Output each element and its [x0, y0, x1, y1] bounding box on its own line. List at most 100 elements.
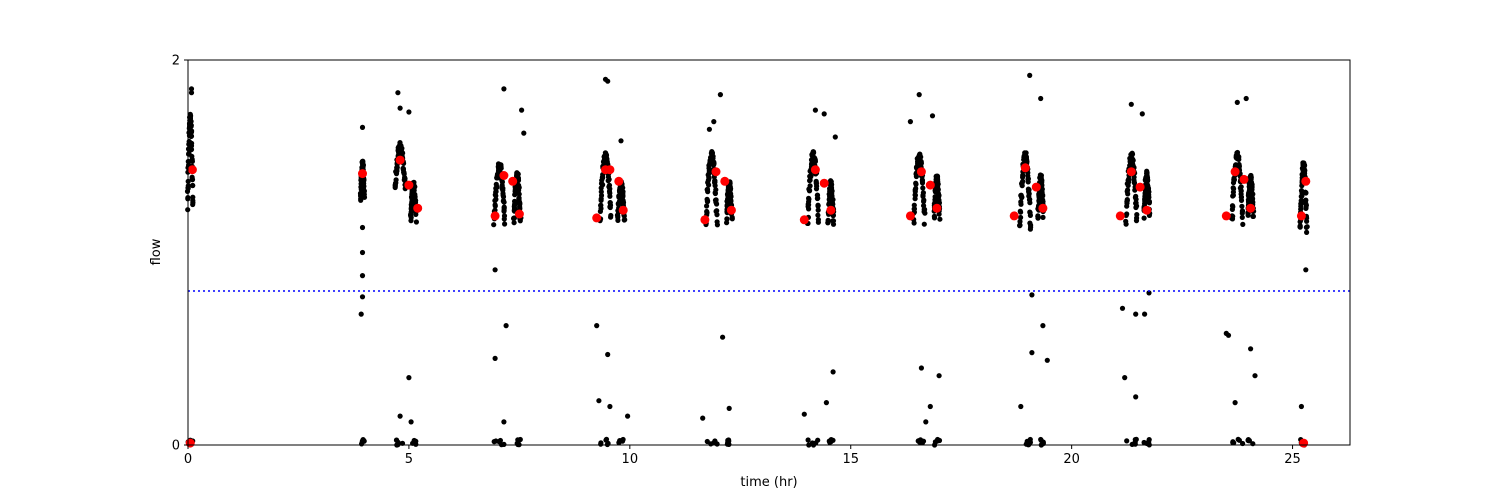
- sample-point: [190, 201, 196, 208]
- sample-point: [830, 201, 836, 207]
- sample-point: [500, 185, 506, 191]
- sample-point: [808, 173, 814, 179]
- sample-point: [361, 183, 367, 189]
- sample-point: [830, 221, 837, 227]
- outlier-point: [1044, 357, 1050, 363]
- sample-point: [729, 216, 735, 222]
- mean-point: [1221, 211, 1231, 221]
- outlier-point: [519, 107, 525, 113]
- sample-point: [1250, 213, 1256, 219]
- outlier-point: [936, 373, 942, 379]
- sample-point: [830, 197, 836, 203]
- sample-point: [1125, 191, 1131, 197]
- zero-point: [1024, 438, 1030, 444]
- x-tick-label: 10: [622, 452, 639, 467]
- sample-point: [921, 198, 927, 205]
- sample-point: [1303, 205, 1309, 211]
- sample-point: [412, 184, 418, 190]
- outlier-point: [188, 90, 195, 96]
- zero-point: [919, 440, 926, 446]
- sample-point: [1040, 197, 1046, 203]
- sample-point: [714, 222, 721, 228]
- sample-point: [1238, 184, 1244, 190]
- sample-point: [1025, 179, 1031, 185]
- sample-point: [188, 143, 195, 149]
- sample-point: [1250, 191, 1256, 197]
- sample-point: [1297, 223, 1303, 229]
- zero-point: [491, 439, 497, 445]
- outlier-point: [594, 323, 600, 329]
- sample-point: [728, 186, 734, 192]
- outlier-point: [832, 134, 838, 140]
- outlier-point: [1038, 95, 1044, 102]
- sample-point: [620, 185, 626, 191]
- zero-point: [1141, 439, 1147, 446]
- sample-point: [825, 217, 831, 223]
- zero-point: [1129, 441, 1135, 447]
- outlier-point: [605, 78, 611, 84]
- zero-point: [932, 439, 939, 445]
- sample-point: [394, 168, 400, 174]
- sample-point: [1230, 213, 1236, 219]
- sample-point: [1299, 198, 1305, 204]
- outlier-point: [397, 413, 403, 419]
- x-tick-label: 0: [184, 452, 192, 467]
- plot-area: [188, 60, 1350, 445]
- sample-point: [188, 113, 194, 119]
- outlier-point: [706, 126, 713, 132]
- x-axis-ticks: 0 5 10 15 20 25: [184, 445, 1301, 467]
- outlier-point: [1234, 99, 1240, 105]
- sample-point: [728, 197, 734, 203]
- sample-point: [622, 217, 628, 223]
- outlier-point: [359, 124, 366, 130]
- sample-point: [1238, 197, 1245, 203]
- sample-point: [1146, 189, 1152, 195]
- sample-point: [704, 196, 710, 202]
- mean-point: [508, 176, 518, 186]
- outlier-point: [618, 138, 624, 144]
- outlier-point: [501, 419, 507, 425]
- outlier-point: [830, 369, 836, 375]
- sample-point: [812, 158, 819, 165]
- sample-point: [620, 198, 626, 205]
- outlier-point: [1027, 72, 1033, 78]
- sample-point: [188, 133, 194, 139]
- outlier-point: [717, 92, 724, 98]
- sample-point: [600, 182, 606, 188]
- sample-point: [1020, 178, 1026, 184]
- sample-point: [500, 194, 507, 200]
- sample-point: [408, 205, 414, 211]
- sample-point: [491, 222, 497, 228]
- x-axis-label: time (hr): [740, 475, 797, 490]
- sample-point: [1239, 214, 1245, 220]
- zero-point: [815, 437, 821, 443]
- sample-point: [501, 213, 508, 219]
- mean-point: [916, 167, 926, 177]
- mean-point: [1299, 438, 1309, 448]
- sample-point: [1028, 224, 1034, 230]
- mean-point: [1126, 167, 1136, 177]
- zero-point: [359, 438, 365, 444]
- sample-point: [1040, 193, 1046, 199]
- sample-point: [1124, 211, 1130, 217]
- outlier-point: [397, 105, 403, 111]
- outlier-point: [605, 351, 611, 358]
- sample-point: [361, 177, 367, 183]
- y-axis-ticks: 02: [172, 54, 188, 454]
- sample-point: [606, 176, 612, 182]
- sample-point: [413, 219, 419, 225]
- zero-point: [411, 438, 417, 444]
- outlier-point: [927, 403, 933, 410]
- zero-point: [828, 439, 834, 445]
- sample-point: [516, 184, 522, 191]
- zero-point: [805, 437, 811, 443]
- zero-point: [725, 439, 731, 445]
- sample-point: [1301, 163, 1307, 169]
- sample-point: [806, 188, 813, 194]
- mean-point: [187, 165, 197, 175]
- outlier-point: [1225, 332, 1232, 338]
- x-tick-label: 25: [1284, 452, 1301, 467]
- sample-point: [358, 197, 364, 203]
- zero-point: [619, 438, 625, 444]
- outlier-point: [359, 249, 366, 256]
